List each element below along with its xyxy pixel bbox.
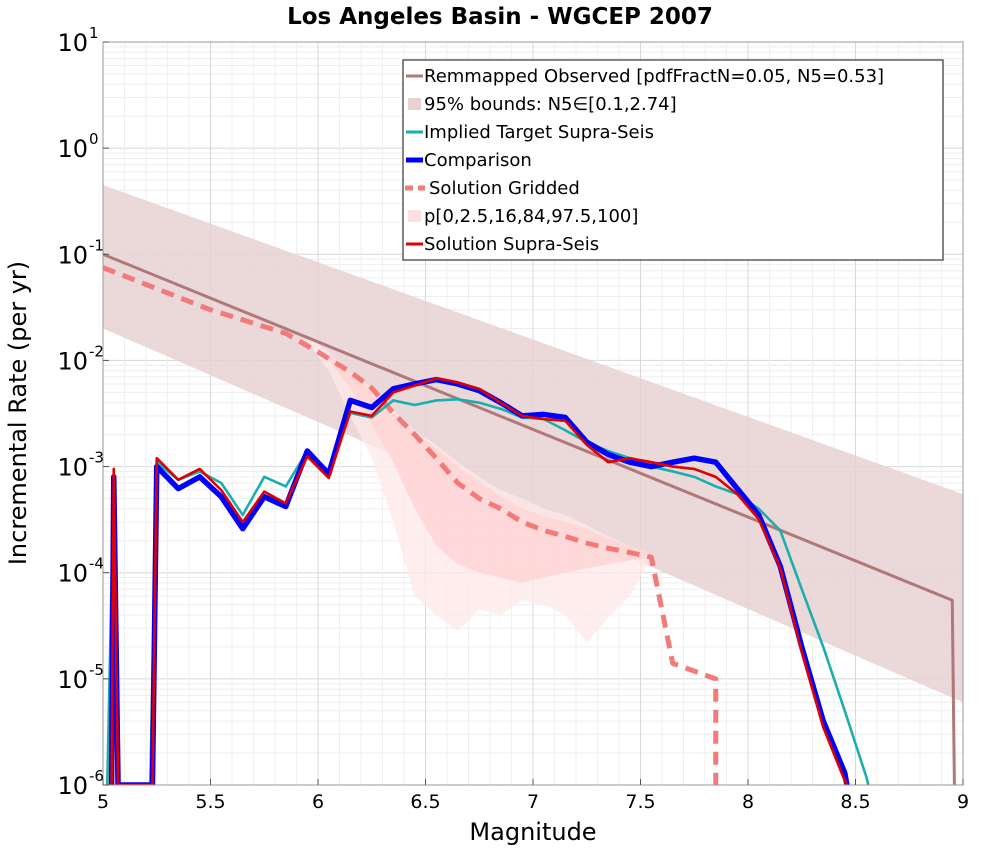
series bbox=[103, 252, 956, 785]
band-95-bounds bbox=[103, 184, 963, 703]
legend-label: Implied Target Supra-Seis bbox=[424, 122, 654, 143]
y-tick-exponent: -6 bbox=[89, 767, 104, 785]
legend-label: 95% bounds: N5∈[0.1,2.74] bbox=[424, 94, 677, 115]
series-solution-gridded bbox=[103, 265, 719, 785]
ticks: 5 5.5 6 6.5 7 7.5 8 8.5 910 110 010 -110 -210 -310 -41… bbox=[57, 24, 969, 813]
y-tick-exponent: 1 bbox=[89, 24, 99, 42]
x-tick-label: 8.5 bbox=[840, 791, 870, 813]
legend-box bbox=[402, 59, 944, 261]
y-tick-label: 10 bbox=[57, 666, 88, 694]
x-tick-label: 5 bbox=[97, 791, 109, 813]
x-tick-label: 7.5 bbox=[625, 791, 655, 813]
x-tick-label: 6 bbox=[312, 791, 324, 813]
y-tick-exponent: -2 bbox=[89, 342, 104, 360]
y-tick-label: 10 bbox=[57, 347, 88, 375]
chart-title: Los Angeles Basin - WGCEP 2007 bbox=[287, 4, 713, 30]
legend-label: p[0,2.5,16,84,97.5,100] bbox=[424, 206, 638, 227]
legend-swatch bbox=[408, 98, 421, 110]
x-tick-label: 9 bbox=[957, 791, 969, 813]
series-comparison bbox=[108, 376, 850, 785]
x-axis-label: Magnitude bbox=[469, 818, 596, 846]
y-tick-exponent: -5 bbox=[89, 661, 104, 679]
x-tick-label: 8 bbox=[742, 791, 754, 813]
band-p-inner bbox=[328, 352, 652, 583]
y-tick-exponent: -3 bbox=[89, 449, 104, 467]
legend-swatch bbox=[408, 210, 421, 222]
y-tick-label: 10 bbox=[57, 454, 88, 482]
legend: Remmapped Observed [pdfFractN=0.05, N5=0… bbox=[402, 59, 944, 261]
y-tick-label: 10 bbox=[57, 241, 88, 269]
bands bbox=[103, 184, 963, 703]
y-tick-exponent: 0 bbox=[89, 130, 99, 148]
y-tick-exponent: -4 bbox=[89, 555, 104, 573]
legend-label: Solution Gridded bbox=[429, 178, 580, 199]
y-axis-label: Incremental Rate (per yr) bbox=[4, 261, 32, 565]
y-tick-label: 10 bbox=[57, 560, 88, 588]
legend-label: Solution Supra-Seis bbox=[424, 234, 599, 255]
legend-label: Comparison bbox=[424, 150, 532, 171]
legend-label: Remmapped Observed [pdfFractN=0.05, N5=0… bbox=[424, 66, 884, 87]
y-tick-label: 10 bbox=[57, 135, 88, 163]
x-tick-label: 6.5 bbox=[410, 791, 440, 813]
series-solution-supra-seis bbox=[110, 376, 849, 785]
y-tick-label: 10 bbox=[57, 29, 88, 57]
y-tick-exponent: -1 bbox=[89, 236, 104, 254]
x-tick-label: 7 bbox=[527, 791, 539, 813]
x-tick-label: 5.5 bbox=[195, 791, 225, 813]
series-remmapped-observed bbox=[103, 252, 956, 785]
y-tick-label: 10 bbox=[57, 772, 88, 800]
